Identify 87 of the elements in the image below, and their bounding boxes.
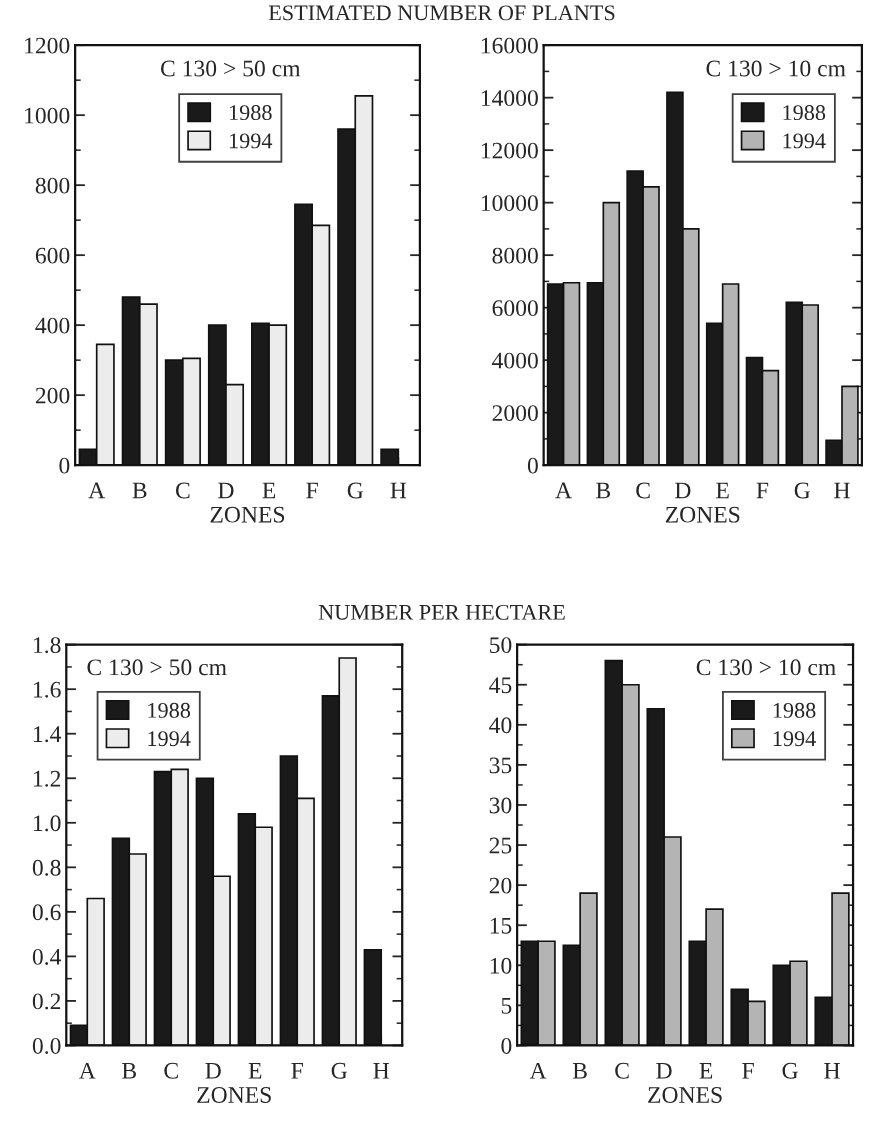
y-tick-label: 1.8 — [34, 637, 61, 654]
legend-label: 1988 — [230, 105, 272, 121]
x-axis-title: ZONES — [197, 1087, 271, 1103]
x-tick-label: F — [306, 482, 318, 499]
annotation: C 130 > 50 cm — [87, 659, 227, 676]
y-tick-label: 30 — [489, 797, 512, 814]
y-tick-label: 0.4 — [32, 948, 62, 965]
x-tick-label: B — [132, 482, 147, 499]
y-tick-label: 20 — [489, 877, 512, 894]
y-tick-label: 1200 — [25, 37, 70, 54]
x-tick-label: E — [248, 1063, 262, 1079]
x-tick-label: G — [347, 482, 364, 499]
x-tick-label: F — [756, 482, 769, 499]
x-tick-label: D — [675, 482, 691, 499]
x-tick-label: D — [205, 1063, 221, 1079]
legend-label: 1988 — [148, 702, 191, 718]
x-tick-label: H — [373, 1063, 390, 1079]
x-tick-label: B — [596, 482, 611, 499]
x-tick-label: B — [572, 1063, 587, 1079]
y-tick-label: 1.4 — [34, 726, 62, 743]
x-tick-label: H — [824, 1063, 840, 1079]
x-tick-label: D — [218, 482, 234, 499]
y-tick-label: 1.2 — [34, 770, 61, 787]
annotation: C 130 > 10 cm — [696, 659, 836, 676]
y-tick-label: 10 — [490, 957, 512, 974]
x-tick-label: F — [291, 1063, 303, 1079]
y-tick-label: 400 — [35, 317, 70, 334]
x-tick-label: A — [555, 482, 572, 499]
x-tick-label: H — [834, 482, 850, 499]
x-tick-label: G — [331, 1062, 348, 1079]
x-tick-label: E — [716, 482, 729, 499]
y-tick-label: 0 — [501, 1037, 512, 1054]
y-tick-label: 16000 — [481, 37, 538, 54]
legend-label: 1994 — [230, 133, 273, 149]
legend-label: 1994 — [773, 731, 816, 747]
y-tick-label: 0.2 — [32, 993, 61, 1010]
y-tick-label: 14000 — [481, 90, 538, 107]
y-tick-label: 25 — [489, 837, 512, 854]
y-tick-label: 8000 — [492, 247, 538, 264]
x-tick-label: G — [782, 1062, 798, 1079]
annotation: C 130 > 50 cm — [160, 60, 301, 77]
x-tick-label: E — [262, 482, 276, 499]
y-tick-label: 0 — [59, 457, 70, 474]
y-tick-label: 6000 — [492, 300, 538, 317]
y-tick-label: 0.8 — [32, 859, 61, 876]
y-tick-label: 4000 — [492, 352, 538, 369]
x-tick-label: H — [390, 482, 407, 499]
y-tick-label: 200 — [35, 387, 70, 404]
x-tick-label: A — [79, 1062, 96, 1079]
y-tick-label: 0.0 — [32, 1037, 61, 1054]
y-tick-label: 5 — [501, 998, 512, 1014]
x-axis-title: ZONES — [648, 1087, 722, 1103]
x-tick-label: A — [529, 1062, 547, 1079]
y-tick-label: 2000 — [492, 405, 538, 422]
y-tick-label: 10000 — [481, 195, 538, 212]
x-tick-label: D — [656, 1063, 672, 1079]
y-tick-label: 1000 — [25, 107, 70, 124]
x-axis-title: ZONES — [210, 506, 285, 523]
x-tick-label: F — [742, 1063, 754, 1079]
y-tick-label: 1.6 — [34, 681, 61, 698]
annotation: C 130 > 10 cm — [706, 60, 846, 77]
x-tick-label: C — [164, 1062, 178, 1079]
y-tick-label: 12000 — [481, 142, 538, 159]
chart-title: NUMBER PER HECTARE — [318, 604, 565, 620]
x-tick-label: E — [699, 1063, 713, 1079]
x-tick-label: C — [636, 482, 650, 499]
y-tick-label: 45 — [489, 677, 512, 694]
y-tick-label: 15 — [490, 917, 512, 934]
y-tick-label: 0 — [527, 457, 538, 474]
y-tick-label: 40 — [489, 717, 512, 734]
y-tick-label: 600 — [35, 247, 70, 264]
x-tick-label: A — [88, 482, 106, 499]
x-tick-label: C — [615, 1062, 629, 1079]
legend-label: 1994 — [783, 133, 826, 149]
y-tick-label: 1.0 — [34, 815, 61, 832]
legend-label: 1988 — [773, 702, 816, 718]
x-axis-title: ZONES — [665, 506, 740, 523]
legend-label: 1994 — [148, 731, 191, 747]
y-tick-label: 50 — [490, 637, 512, 654]
x-tick-label: G — [794, 482, 811, 499]
y-tick-label: 35 — [489, 757, 512, 774]
legend-label: 1988 — [783, 105, 826, 121]
x-tick-label: C — [175, 482, 190, 499]
x-tick-label: B — [122, 1063, 136, 1079]
y-tick-label: 0.6 — [32, 904, 61, 921]
chart-title: ESTIMATED NUMBER OF PLANTS — [268, 5, 615, 21]
y-tick-label: 800 — [35, 177, 70, 194]
